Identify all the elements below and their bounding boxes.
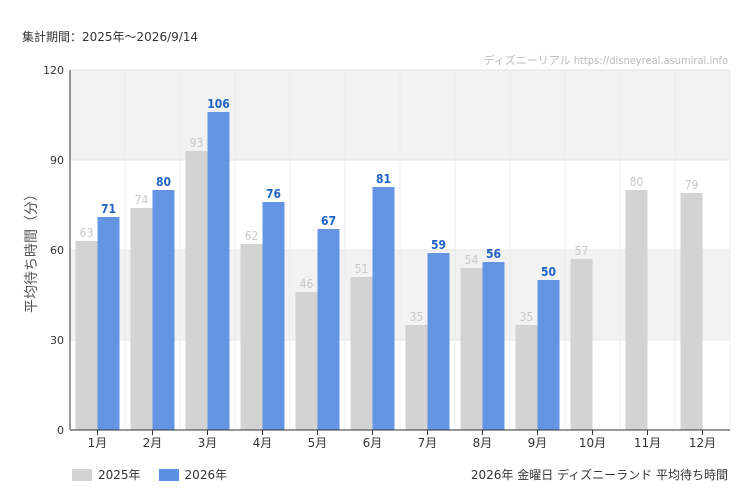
bar-2025 <box>185 151 208 430</box>
bar-2025 <box>625 190 648 430</box>
data-label-2026: 81 <box>376 172 391 186</box>
data-label-2025: 80 <box>630 175 644 189</box>
y-tick-label: 0 <box>57 424 64 437</box>
bar-2026 <box>97 217 120 430</box>
data-label-2025: 46 <box>300 277 314 291</box>
bar-2025 <box>75 241 98 430</box>
legend-swatch-2025 <box>72 468 92 481</box>
x-tick-label: 5月 <box>308 436 328 450</box>
bar-2026 <box>482 262 505 430</box>
bar-2026 <box>317 229 340 430</box>
x-tick-label: 4月 <box>253 436 273 450</box>
data-label-2025: 63 <box>80 226 94 240</box>
bar-2025 <box>570 259 593 430</box>
legend-item-2025[interactable]: 2025年 <box>72 466 141 483</box>
bar-2026 <box>207 112 230 430</box>
x-tick-label: 11月 <box>634 436 661 450</box>
x-tick-label: 7月 <box>418 436 438 450</box>
y-axis-title: 平均待ち時間（分） <box>24 187 40 313</box>
bar-2025 <box>295 292 318 430</box>
data-label-2026: 59 <box>431 238 446 252</box>
bar-2026 <box>372 187 395 430</box>
bar-2025 <box>680 193 703 430</box>
period-label: 集計期間：2025年～2026/9/14 <box>22 30 199 44</box>
x-tick-label: 12月 <box>689 436 716 450</box>
data-label-2025: 62 <box>245 229 259 243</box>
x-tick-label: 2月 <box>143 436 163 450</box>
data-label-2025: 57 <box>575 244 589 258</box>
legend-swatch-2026 <box>158 468 179 481</box>
data-label-2025: 74 <box>135 193 149 207</box>
y-tick-label: 120 <box>43 64 64 77</box>
bar-2025 <box>515 325 538 430</box>
bar-2025 <box>130 208 153 430</box>
credit-label: ディズニーリアル https://disneyreal.asumirai.inf… <box>483 54 728 67</box>
data-label-2026: 67 <box>321 214 336 228</box>
data-label-2025: 93 <box>190 136 204 150</box>
chart-footer-title: 2026年 金曜日 ディズニーランド 平均待ち時間 <box>470 468 728 482</box>
data-label-2025: 35 <box>520 310 534 324</box>
legend-item-2026[interactable]: 2026年 <box>158 466 228 483</box>
data-label-2026: 56 <box>486 247 501 261</box>
legend-label-2025: 2025年 <box>98 468 141 482</box>
bar-2025 <box>405 325 428 430</box>
y-tick-label: 30 <box>50 334 64 347</box>
x-tick-label: 1月 <box>88 436 108 450</box>
x-tick-label: 10月 <box>579 436 606 450</box>
bar-2026 <box>427 253 450 430</box>
y-tick-label: 60 <box>50 244 64 257</box>
data-label-2026: 106 <box>207 97 230 111</box>
x-tick-label: 8月 <box>473 436 493 450</box>
data-label-2026: 50 <box>541 265 556 279</box>
bar-2025 <box>460 268 483 430</box>
data-label-2026: 76 <box>266 187 281 201</box>
data-label-2025: 79 <box>685 178 699 192</box>
bar-2025 <box>240 244 263 430</box>
data-label-2026: 80 <box>156 175 171 189</box>
x-tick-label: 9月 <box>528 436 548 450</box>
data-label-2026: 71 <box>101 202 116 216</box>
bar-2025 <box>350 277 373 430</box>
bar-2026 <box>537 280 560 430</box>
bar-2026 <box>152 190 175 430</box>
legend: 2025年 2026年 <box>72 466 227 483</box>
y-tick-label: 90 <box>50 154 64 167</box>
legend-label-2026: 2026年 <box>184 468 228 482</box>
x-tick-label: 6月 <box>363 436 383 450</box>
bar-2026 <box>262 202 285 430</box>
data-label-2025: 54 <box>465 253 479 267</box>
x-tick-label: 3月 <box>198 436 218 450</box>
data-label-2025: 35 <box>410 310 424 324</box>
data-label-2025: 51 <box>355 262 369 276</box>
